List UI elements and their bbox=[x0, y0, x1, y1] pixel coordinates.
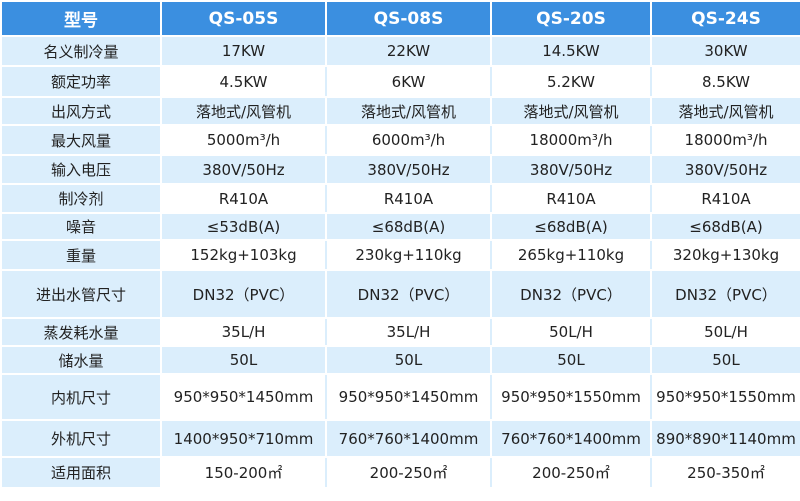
cell: 50L bbox=[160, 345, 327, 375]
cell: 250-350㎡ bbox=[650, 456, 800, 489]
header-cell: QS-05S bbox=[160, 0, 327, 37]
table-row: 最大风量 5000m³/h 6000m³/h 18000m³/h 18000m³/h bbox=[0, 124, 800, 156]
row-label: 最大风量 bbox=[0, 124, 162, 156]
cell: ≤68dB(A) bbox=[325, 212, 492, 241]
table-row: 制冷剂 R410A R410A R410A R410A bbox=[0, 183, 800, 214]
cell: 152kg+103kg bbox=[160, 239, 327, 271]
row-label: 输入电压 bbox=[0, 154, 162, 185]
table-row: 外机尺寸 1400*950*710mm 760*760*1400mm 760*760*… bbox=[0, 419, 800, 458]
row-label: 额定功率 bbox=[0, 65, 162, 98]
cell: 380V/50Hz bbox=[160, 154, 327, 185]
cell: ≤68dB(A) bbox=[490, 212, 652, 241]
cell: DN32（PVC） bbox=[490, 269, 652, 319]
cell: 230kg+110kg bbox=[325, 239, 492, 271]
cell: DN32（PVC） bbox=[160, 269, 327, 319]
row-label: 储水量 bbox=[0, 345, 162, 375]
row-label: 名义制冷量 bbox=[0, 35, 162, 67]
cell: 落地式/风管机 bbox=[490, 96, 652, 126]
cell: 760*760*1400mm bbox=[490, 419, 652, 458]
table-row: 蒸发耗水量 35L/H 35L/H 50L/H 50L/H bbox=[0, 317, 800, 347]
table-body: 名义制冷量 17KW 22KW 14.5KW 30KW 额定功率 4.5KW 6KW 5.2KW… bbox=[0, 35, 800, 489]
cell: 950*950*1550mm bbox=[650, 373, 800, 421]
cell: 17KW bbox=[160, 35, 327, 67]
row-label: 噪音 bbox=[0, 212, 162, 241]
cell: 35L/H bbox=[325, 317, 492, 347]
cell: 50L bbox=[325, 345, 492, 375]
table-row: 额定功率 4.5KW 6KW 5.2KW 8.5KW bbox=[0, 65, 800, 98]
cell: 落地式/风管机 bbox=[160, 96, 327, 126]
cell: 18000m³/h bbox=[650, 124, 800, 156]
cell: 18000m³/h bbox=[490, 124, 652, 156]
spec-table: 型号 QS-05S QS-08S QS-20S QS-24S 名义制冷量 17KW 22KW… bbox=[0, 0, 800, 489]
cell: 890*890*1140mm bbox=[650, 419, 800, 458]
cell: 5000m³/h bbox=[160, 124, 327, 156]
cell: ≤68dB(A) bbox=[650, 212, 800, 241]
cell: 200-250㎡ bbox=[490, 456, 652, 489]
table-row: 噪音 ≤53dB(A) ≤68dB(A) ≤68dB(A) ≤68dB(A) bbox=[0, 212, 800, 241]
cell: 6KW bbox=[325, 65, 492, 98]
row-label: 蒸发耗水量 bbox=[0, 317, 162, 347]
cell: 380V/50Hz bbox=[490, 154, 652, 185]
cell: 4.5KW bbox=[160, 65, 327, 98]
cell: R410A bbox=[490, 183, 652, 214]
cell: 380V/50Hz bbox=[650, 154, 800, 185]
cell: 50L bbox=[490, 345, 652, 375]
cell: 1400*950*710mm bbox=[160, 419, 327, 458]
cell: 5.2KW bbox=[490, 65, 652, 98]
cell: 950*950*1550mm bbox=[490, 373, 652, 421]
cell: 8.5KW bbox=[650, 65, 800, 98]
cell: 150-200㎡ bbox=[160, 456, 327, 489]
table-row: 适用面积 150-200㎡ 200-250㎡ 200-250㎡ 250-350㎡ bbox=[0, 456, 800, 489]
cell: ≤53dB(A) bbox=[160, 212, 327, 241]
cell: R410A bbox=[325, 183, 492, 214]
table-row: 出风方式 落地式/风管机 落地式/风管机 落地式/风管机 落地式/风管机 bbox=[0, 96, 800, 126]
cell: 265kg+110kg bbox=[490, 239, 652, 271]
row-label: 制冷剂 bbox=[0, 183, 162, 214]
cell: 50L/H bbox=[650, 317, 800, 347]
cell: 落地式/风管机 bbox=[650, 96, 800, 126]
row-label: 进出水管尺寸 bbox=[0, 269, 162, 319]
table-row: 重量 152kg+103kg 230kg+110kg 265kg+110kg 320kg… bbox=[0, 239, 800, 271]
cell: 50L/H bbox=[490, 317, 652, 347]
table-row: 输入电压 380V/50Hz 380V/50Hz 380V/50Hz 380V/50Hz bbox=[0, 154, 800, 185]
header-cell: QS-08S bbox=[325, 0, 492, 37]
cell: 320kg+130kg bbox=[650, 239, 800, 271]
table-row: 储水量 50L 50L 50L 50L bbox=[0, 345, 800, 375]
cell: 950*950*1450mm bbox=[160, 373, 327, 421]
header-cell: 型号 bbox=[0, 0, 162, 37]
cell: DN32（PVC） bbox=[650, 269, 800, 319]
row-label: 内机尺寸 bbox=[0, 373, 162, 421]
cell: DN32（PVC） bbox=[325, 269, 492, 319]
cell: R410A bbox=[160, 183, 327, 214]
cell: 200-250㎡ bbox=[325, 456, 492, 489]
row-label: 重量 bbox=[0, 239, 162, 271]
cell: 50L bbox=[650, 345, 800, 375]
row-label: 出风方式 bbox=[0, 96, 162, 126]
table-row: 名义制冷量 17KW 22KW 14.5KW 30KW bbox=[0, 35, 800, 67]
cell: 380V/50Hz bbox=[325, 154, 492, 185]
header-cell: QS-24S bbox=[650, 0, 800, 37]
cell: 14.5KW bbox=[490, 35, 652, 67]
cell: 30KW bbox=[650, 35, 800, 67]
cell: 22KW bbox=[325, 35, 492, 67]
cell: 950*950*1450mm bbox=[325, 373, 492, 421]
cell: R410A bbox=[650, 183, 800, 214]
row-label: 外机尺寸 bbox=[0, 419, 162, 458]
header-cell: QS-20S bbox=[490, 0, 652, 37]
cell: 6000m³/h bbox=[325, 124, 492, 156]
header-row: 型号 QS-05S QS-08S QS-20S QS-24S bbox=[0, 0, 800, 37]
row-label: 适用面积 bbox=[0, 456, 162, 489]
table-row: 内机尺寸 950*950*1450mm 950*950*1450mm 950*950*… bbox=[0, 373, 800, 421]
cell: 落地式/风管机 bbox=[325, 96, 492, 126]
cell: 35L/H bbox=[160, 317, 327, 347]
cell: 760*760*1400mm bbox=[325, 419, 492, 458]
table-row: 进出水管尺寸 DN32（PVC） DN32（PVC） DN32（PVC） DN32（PV… bbox=[0, 269, 800, 319]
